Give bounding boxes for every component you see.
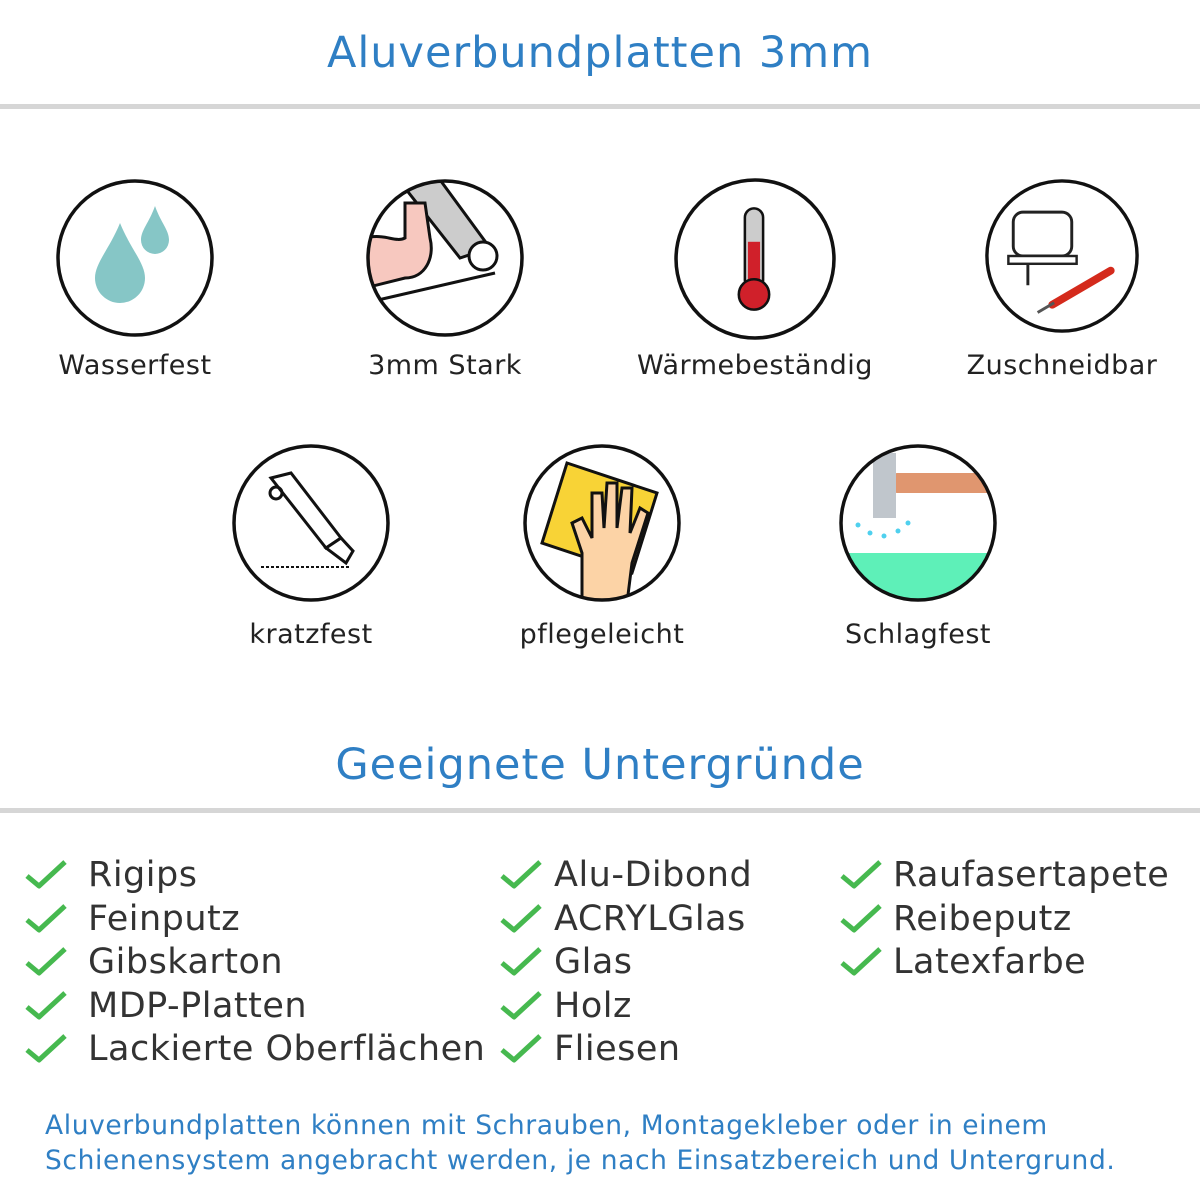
checkmark-icon: [500, 903, 542, 932]
checkmark-icon: [840, 860, 882, 889]
checkmark-icon: [25, 947, 67, 976]
checkmark-icon: [840, 947, 882, 976]
list-item-label: Reibeputz: [893, 898, 1072, 939]
feature-label: Zuschneidbar: [966, 350, 1158, 381]
footer-line: Aluverbundplatten können mit Schrauben, …: [45, 1110, 1048, 1141]
checkmark-icon: [500, 990, 542, 1019]
list-item-label: Glas: [554, 942, 633, 982]
feature-label: Schlagfest: [844, 619, 992, 650]
list-item: MDP-Platten: [25, 986, 307, 1026]
checkmark-icon: [25, 990, 67, 1019]
feature-waermebestaendig: Wärmebeständig: [605, 178, 905, 381]
hammer-icon: [839, 444, 997, 602]
jigsaw-icon: [985, 179, 1139, 333]
feature-label: kratzfest: [249, 619, 373, 650]
feature-label: Wärmebeständig: [637, 350, 873, 381]
list-item-label: Latexfarbe: [893, 942, 1087, 982]
checkmark-icon: [840, 903, 882, 932]
list-item-label: Gibskarton: [88, 942, 284, 982]
list-item-label: Rigips: [88, 855, 198, 895]
feature-kratzfest: kratzfest: [161, 443, 461, 650]
list-item-label: ACRYLGlas: [554, 898, 746, 939]
divider: [0, 104, 1200, 109]
divider: [0, 808, 1200, 813]
list-item: Raufasertapete: [840, 855, 1169, 895]
list-item-label: Lackierte Oberflächen: [88, 1029, 486, 1069]
list-item: Holz: [500, 986, 632, 1026]
feature-zuschneidbar: Zuschneidbar: [912, 178, 1200, 381]
list-item-label: Raufasertapete: [893, 855, 1170, 895]
list-item-label: Alu-Dibond: [554, 855, 753, 895]
feature-label: 3mm Stark: [368, 350, 522, 381]
section-title: Geeignete Untergründe: [335, 740, 865, 790]
list-item: Alu-Dibond: [500, 855, 752, 895]
list-item-label: MDP-Platten: [88, 985, 308, 1026]
list-item: Reibeputz: [840, 899, 1072, 939]
list-item-label: Fliesen: [554, 1029, 681, 1069]
list-item: Latexfarbe: [840, 942, 1086, 982]
list-item: Fliesen: [500, 1029, 681, 1069]
list-item: Glas: [500, 942, 633, 982]
checkmark-icon: [500, 947, 542, 976]
hand-sponge-icon: [523, 444, 681, 602]
feature-3mm-stark: 3mm Stark: [295, 178, 595, 381]
flexed-arm-icon: [366, 179, 524, 337]
list-item-label: Holz: [554, 985, 632, 1026]
feature-label: Wasserfest: [58, 350, 212, 381]
list-item: Feinputz: [25, 899, 240, 939]
list-item: Gibskarton: [25, 942, 283, 982]
feature-pflegeleicht: pflegeleicht: [452, 443, 752, 650]
list-item: Lackierte Oberflächen: [25, 1029, 485, 1069]
list-item: Rigips: [25, 855, 197, 895]
feature-schlagfest: Schlagfest: [768, 443, 1068, 650]
list-item-label: Feinputz: [88, 898, 241, 939]
water-drops-icon: [56, 179, 214, 337]
footer-note: Aluverbundplatten können mit Schrauben, …: [45, 1108, 1115, 1178]
checkmark-icon: [500, 860, 542, 889]
feature-wasserfest: Wasserfest: [0, 178, 285, 381]
list-item: ACRYLGlas: [500, 899, 746, 939]
box-cutter-icon: [232, 444, 390, 602]
page-title: Aluverbundplatten 3mm: [326, 28, 874, 78]
checkmark-icon: [25, 1034, 67, 1063]
checkmark-icon: [25, 860, 67, 889]
footer-line: Schienensystem angebracht werden, je nac…: [45, 1145, 1116, 1176]
checkmark-icon: [500, 1034, 542, 1063]
thermometer-icon: [674, 178, 836, 340]
checkmark-icon: [25, 903, 67, 932]
feature-label: pflegeleicht: [519, 619, 685, 650]
